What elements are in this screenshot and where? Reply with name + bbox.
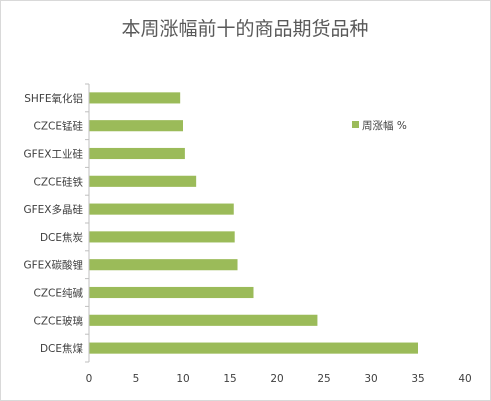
bar: [89, 92, 181, 104]
bar: [89, 231, 235, 243]
category-label: GFEX多晶硅: [23, 203, 83, 216]
x-tick-label: 10: [176, 373, 189, 385]
bars-group: [89, 92, 418, 354]
axis-lines: [85, 83, 90, 363]
bar: [89, 286, 254, 299]
category-label: SHFE氧化铝: [24, 92, 83, 105]
category-label: GFEX工业硅: [23, 148, 83, 161]
bar: [89, 342, 418, 354]
x-tick-label: 0: [86, 373, 93, 385]
legend: 周涨幅 %: [352, 119, 407, 132]
x-tick-labels: 0 5 10 15 20 25 30 35 40: [86, 373, 472, 385]
x-tick-label: 40: [458, 373, 471, 385]
bar: [89, 314, 318, 326]
x-tick-label: 15: [223, 373, 236, 385]
bar: [89, 203, 234, 215]
category-label: GFEX碳酸锂: [23, 259, 83, 272]
legend-swatch: [352, 121, 359, 128]
category-label: CZCE纯碱: [34, 287, 84, 300]
bar: [89, 175, 197, 187]
category-label: CZCE玻璃: [34, 314, 84, 327]
x-tick-label: 5: [133, 373, 140, 385]
x-tick-label: 25: [317, 373, 330, 385]
chart-title: 本周涨幅前十的商品期货品种: [121, 18, 368, 40]
category-labels: DCE焦煤 CZCE玻璃 CZCE纯碱 GFEX碳酸锂 DCE焦炭 GFEX多晶硅 CZCE…: [23, 92, 83, 355]
x-tick-label: 35: [411, 373, 424, 385]
category-label: DCE焦煤: [40, 342, 84, 355]
legend-label: 周涨幅 %: [362, 119, 407, 132]
x-tick-label: 30: [364, 373, 377, 385]
category-label: CZCE锰硅: [34, 120, 84, 133]
bar: [89, 147, 185, 160]
x-tick-label: 20: [270, 373, 283, 385]
bar: [89, 259, 238, 271]
category-label: CZCE硅铁: [34, 175, 84, 188]
bar: [89, 120, 183, 132]
category-label: DCE焦炭: [40, 231, 84, 244]
